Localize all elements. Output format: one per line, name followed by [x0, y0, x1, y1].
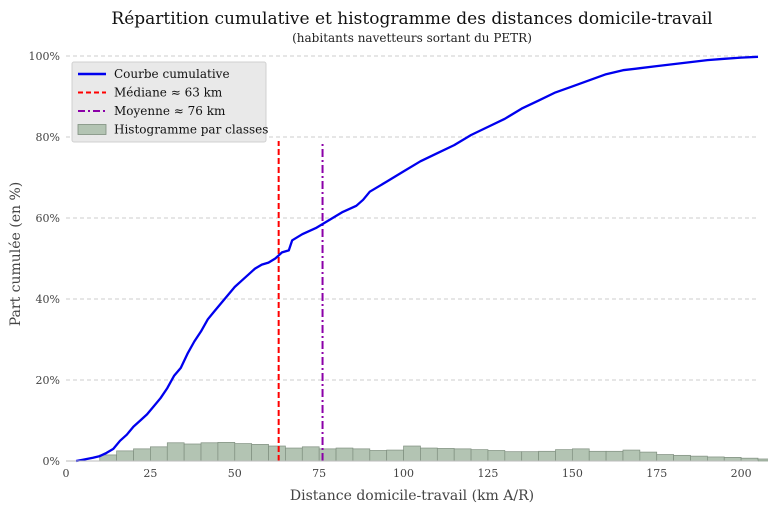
chart-title: Répartition cumulative et histogramme de…: [111, 9, 712, 29]
y-tick-label: 0%: [43, 455, 60, 468]
legend-swatch: [77, 124, 107, 135]
histogram-bar: [369, 450, 388, 462]
y-tick-label: 60%: [36, 212, 60, 225]
histogram-bar: [470, 449, 489, 462]
x-tick-label: 50: [228, 467, 242, 480]
histogram-bar: [285, 447, 303, 462]
legend-label: Histogramme par classes: [114, 123, 268, 137]
histogram-bar: [420, 447, 438, 462]
x-tick-label: 125: [477, 467, 498, 480]
histogram-bar: [217, 442, 236, 462]
histogram-bar: [234, 443, 253, 462]
x-axis-label: Distance domicile-travail (km A/R): [290, 488, 534, 504]
histogram-bar: [538, 450, 556, 462]
histogram-bar: [690, 455, 708, 462]
tick-labels: 0 25 50 75 100 125 150 175 200 0% 20% 40% 60% 80% 100%: [29, 50, 752, 480]
histogram-bar: [605, 450, 624, 462]
histogram-bar: [335, 447, 354, 462]
legend-label: Moyenne ≈ 76 km: [114, 104, 226, 118]
histogram-bar: [707, 456, 725, 462]
cumulative-curve-layer: [75, 55, 759, 463]
histogram-bar: [386, 449, 404, 462]
histogram-bar: [352, 448, 371, 462]
histogram-bar: [436, 448, 455, 462]
y-tick-label: 80%: [36, 131, 60, 144]
histogram-bar: [673, 454, 691, 462]
histogram-bar: [133, 448, 151, 462]
histogram-bar: [116, 450, 134, 462]
histogram-bar: [487, 450, 506, 462]
x-tick-label: 0: [63, 467, 70, 480]
histogram-bar: [504, 451, 523, 462]
legend-label: Médiane ≈ 63 km: [114, 86, 223, 100]
histogram-bar: [588, 450, 607, 462]
legend-label: Courbe cumulative: [114, 67, 230, 81]
histogram-bar: [656, 454, 674, 462]
y-tick-label: 20%: [36, 374, 60, 387]
histogram-bar: [639, 451, 658, 462]
histogram-bar: [521, 451, 539, 462]
histogram-bars: [99, 442, 768, 462]
histogram-bar: [150, 446, 168, 462]
y-tick-label: 40%: [36, 293, 60, 306]
x-tick-label: 150: [562, 467, 583, 480]
reference-lines: [277, 141, 324, 461]
legend-box: [71, 61, 267, 143]
y-tick-label: 100%: [29, 50, 60, 63]
histogram-bar: [200, 442, 219, 462]
histogram-bar: [622, 449, 641, 462]
histogram-bar: [183, 443, 202, 462]
histogram-bar: [301, 446, 320, 462]
legend: Courbe cumulative Médiane ≈ 63 km Moyenne …: [71, 61, 268, 143]
x-tick-label: 200: [731, 467, 752, 480]
y-axis-label: Part cumulée (en %): [8, 182, 24, 327]
histogram-bar: [251, 444, 269, 462]
histogram-bar: [571, 448, 590, 462]
histogram-bar: [268, 445, 286, 462]
histogram-bar: [453, 448, 472, 462]
x-tick-label: 175: [646, 467, 667, 480]
histogram-bar: [403, 445, 421, 462]
chart-subtitle: (habitants navetteurs sortant du PETR): [292, 31, 532, 45]
histogram-bar: [723, 457, 742, 462]
cumulative-curve: [75, 55, 759, 463]
histogram-bar: [555, 449, 573, 462]
histogram-bar: [757, 458, 768, 462]
x-tick-label: 75: [312, 467, 326, 480]
x-tick-label: 25: [143, 467, 157, 480]
x-tick-label: 100: [393, 467, 414, 480]
histogram-bar: [166, 442, 185, 462]
